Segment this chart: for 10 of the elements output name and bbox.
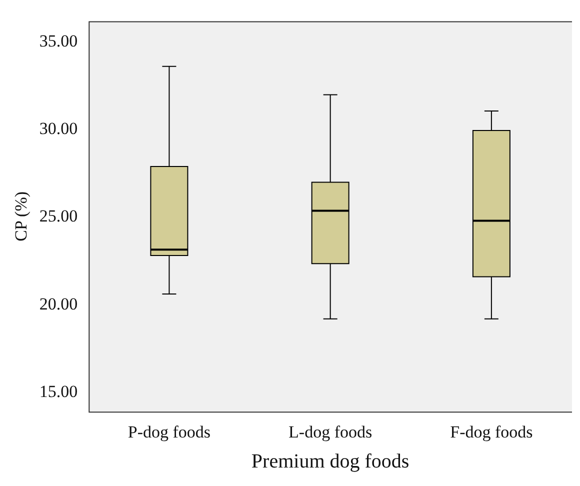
y-tick-label: 15.00 [39,382,78,401]
y-tick-label: 25.00 [39,206,78,226]
y-axis-title: CP (%) [12,191,31,242]
x-tick-label: P-dog foods [128,422,211,442]
y-tick-label: 35.00 [39,32,78,51]
y-tick-label: 30.00 [39,119,78,138]
x-tick-label: L-dog foods [288,422,372,442]
x-tick-label: F-dog foods [450,422,533,442]
x-axis-title: Premium dog foods [251,450,410,472]
y-tick-label: 20.00 [39,294,78,314]
